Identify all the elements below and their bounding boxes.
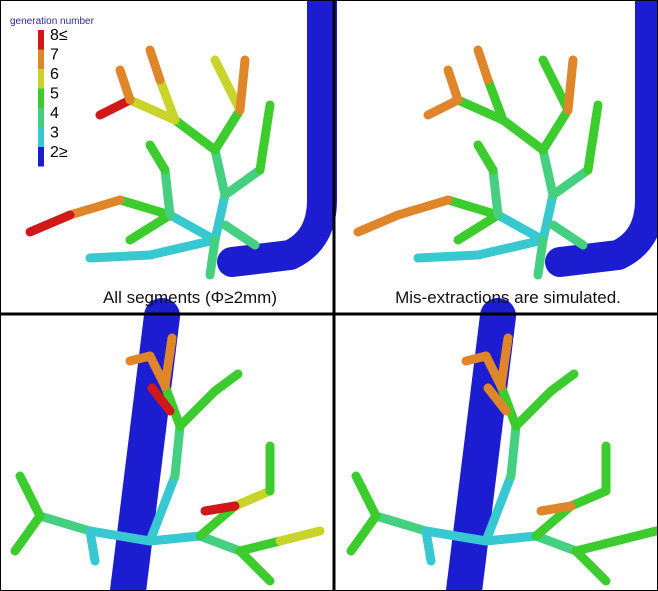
figure: All segments (Φ≥2mm) Mis-extractions are… [0, 0, 658, 591]
legend-swatch [38, 69, 44, 89]
branch [418, 255, 478, 258]
legend-swatch [38, 89, 44, 109]
branch [165, 170, 170, 215]
legend-swatch [38, 30, 44, 50]
branch [90, 255, 150, 258]
branch [210, 240, 215, 275]
legend-label: 7 [50, 46, 59, 63]
branch [90, 531, 95, 561]
branch [493, 170, 498, 215]
legend-swatch [38, 128, 44, 148]
branch [511, 426, 516, 476]
legend-swatch [38, 108, 44, 128]
branch [240, 60, 245, 110]
branch [541, 506, 571, 511]
caption: All segments (Φ≥2mm) [103, 288, 277, 307]
branch [130, 356, 150, 361]
legend-label: 6 [50, 66, 59, 83]
legend-label: 3 [50, 124, 59, 141]
legend-label: 2≥ [50, 144, 68, 161]
branch [426, 531, 431, 561]
legend-title: generation number [10, 16, 95, 27]
branch [175, 426, 180, 476]
branch [466, 356, 486, 361]
legend-label: 5 [50, 85, 59, 102]
branch [150, 536, 200, 541]
legend-swatch [38, 147, 44, 167]
legend-label: 8≤ [50, 27, 68, 44]
branch [205, 506, 235, 511]
legend-swatch [38, 50, 44, 70]
branch [568, 60, 573, 110]
caption: Mis-extractions are simulated. [395, 288, 621, 307]
legend-label: 4 [50, 105, 59, 122]
branch [538, 240, 543, 275]
branch [486, 536, 536, 541]
